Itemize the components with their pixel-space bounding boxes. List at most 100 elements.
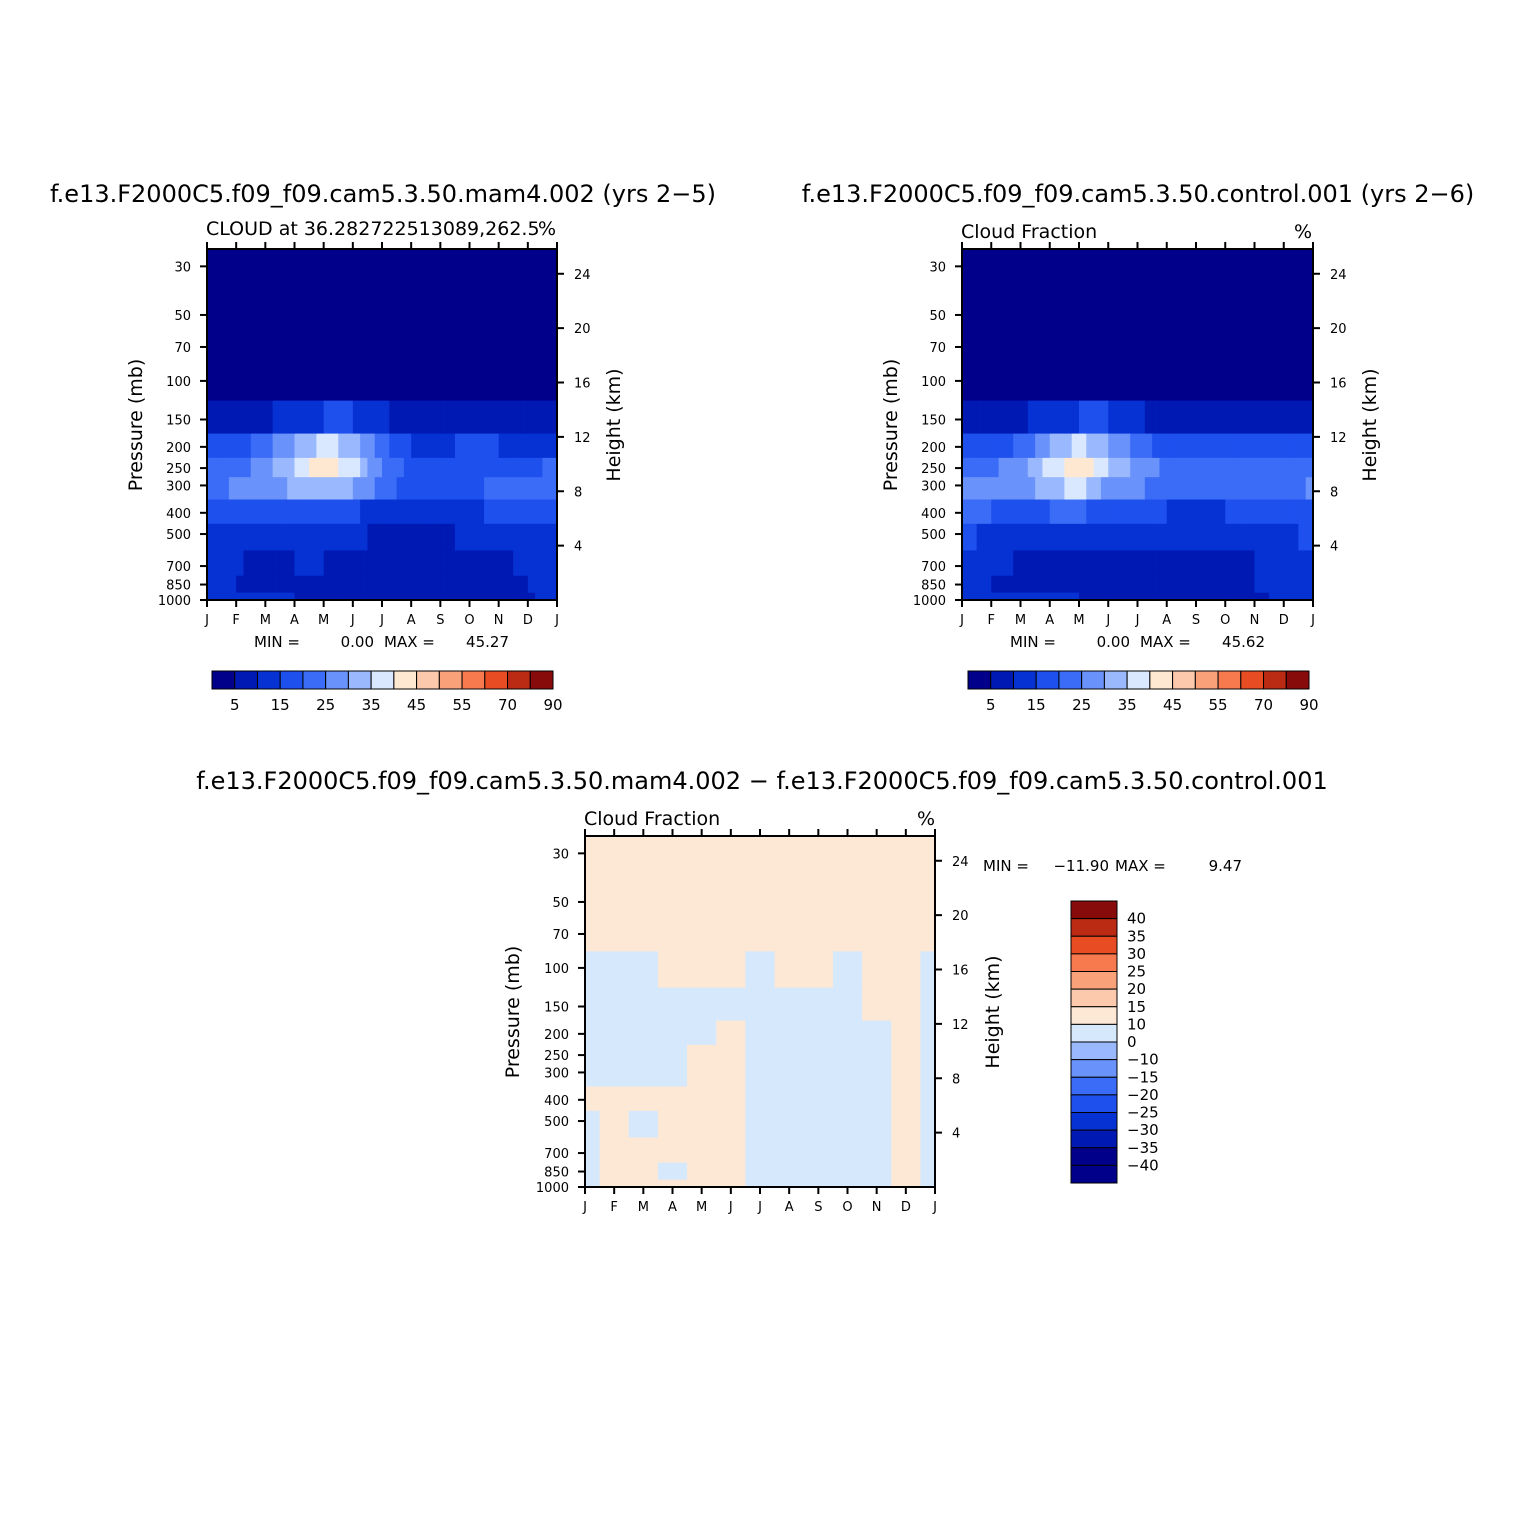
contour-cell	[491, 457, 500, 478]
contour-cell	[360, 433, 368, 458]
contour-cell	[913, 877, 921, 919]
contour-cell	[1093, 330, 1102, 365]
contour-cell	[433, 400, 441, 434]
contour-cell	[628, 836, 637, 879]
contour-cell	[825, 1110, 834, 1138]
colorbar-label: 90	[1299, 696, 1318, 714]
contour-cell	[745, 950, 754, 988]
contour-cell	[1122, 457, 1131, 478]
contour-cell	[1152, 575, 1160, 593]
contour-cell	[832, 987, 841, 1021]
contour-cell	[1254, 592, 1263, 601]
contour-cell	[876, 1044, 885, 1065]
contour-cell	[258, 433, 266, 458]
contour-cell	[338, 476, 346, 500]
contour-cell	[454, 363, 463, 401]
contour-cell	[1027, 330, 1036, 365]
contour-cell	[214, 400, 222, 434]
contour-cell	[1100, 400, 1109, 434]
contour-cell	[730, 1063, 739, 1087]
contour-cell	[440, 499, 449, 524]
contour-cell	[962, 523, 970, 551]
contour-cell	[1093, 499, 1102, 524]
y-right-tick-label: 4	[952, 1127, 960, 1142]
contour-cell	[962, 476, 970, 500]
contour-cell	[1291, 550, 1299, 576]
contour-cell	[1005, 499, 1014, 524]
contour-cell	[1269, 290, 1277, 332]
contour-cell	[818, 1086, 827, 1111]
contour-cell	[983, 400, 992, 434]
contour-cell	[520, 433, 529, 458]
contour-cell	[1247, 363, 1255, 401]
contour-cell	[614, 987, 622, 1021]
contour-cell	[1225, 476, 1233, 500]
contour-cell	[760, 836, 768, 879]
contour-cell	[1027, 363, 1036, 401]
contour-cell	[527, 249, 536, 292]
contour-cell	[1137, 575, 1146, 593]
contour-cell	[236, 249, 244, 292]
contour-cell	[898, 1044, 907, 1065]
contour-cell	[854, 1137, 863, 1163]
contour-cell	[657, 1063, 666, 1087]
contour-cell	[1298, 290, 1307, 332]
contour-cell	[1166, 330, 1175, 365]
contour-cell	[1305, 363, 1314, 401]
y-right-tick-label: 12	[574, 431, 591, 446]
contour-cell	[796, 836, 805, 879]
contour-cell	[498, 575, 507, 593]
y-right-tick-label: 20	[574, 322, 591, 337]
contour-cell	[498, 433, 507, 458]
contour-cell	[905, 1020, 914, 1045]
contour-cell	[898, 877, 907, 919]
contour-cell	[767, 877, 775, 919]
contour-cell	[862, 950, 870, 988]
contour-cell	[983, 457, 992, 478]
contour-cell	[396, 499, 405, 524]
contour-cell	[657, 836, 666, 879]
contour-cell	[621, 917, 630, 952]
colorbar-label: 70	[498, 696, 517, 714]
contour-cell	[1086, 400, 1095, 434]
contour-cell	[1042, 550, 1051, 576]
contour-cell	[345, 290, 354, 332]
contour-cell	[221, 433, 230, 458]
contour-cell	[309, 433, 317, 458]
contour-cell	[1115, 499, 1124, 524]
contour-cell	[1181, 476, 1190, 500]
contour-cell	[983, 523, 992, 551]
contour-cell	[883, 1086, 892, 1111]
contour-cell	[476, 290, 485, 332]
contour-cell	[1152, 249, 1160, 292]
contour-cell	[774, 1110, 783, 1138]
contour-cell	[250, 523, 259, 551]
contour-cell	[279, 400, 288, 434]
contour-cell	[1298, 457, 1307, 478]
contour-cell	[1225, 249, 1233, 292]
contour-cell	[207, 575, 215, 593]
contour-cell	[309, 400, 317, 434]
contour-cell	[976, 330, 985, 365]
contour-cell	[228, 499, 237, 524]
contour-cell	[962, 363, 970, 401]
contour-cell	[694, 950, 703, 988]
contour-cell	[789, 950, 797, 988]
contour-cell	[694, 1044, 703, 1065]
contour-cell	[527, 550, 536, 576]
contour-cell	[803, 836, 812, 879]
contour-cell	[491, 499, 500, 524]
contour-cell	[316, 330, 325, 365]
contour-cell	[345, 592, 354, 601]
contour-cell	[396, 550, 405, 576]
contour-cell	[221, 457, 230, 478]
y-tick-label: 50	[552, 896, 569, 911]
contour-cell	[898, 987, 907, 1021]
contour-cell	[701, 917, 710, 952]
contour-cell	[1093, 433, 1102, 458]
contour-cell	[803, 1063, 812, 1087]
contour-cell	[869, 1086, 878, 1111]
contour-cell	[301, 363, 310, 401]
contour-cell	[1122, 290, 1131, 332]
contour-cell	[672, 950, 681, 988]
